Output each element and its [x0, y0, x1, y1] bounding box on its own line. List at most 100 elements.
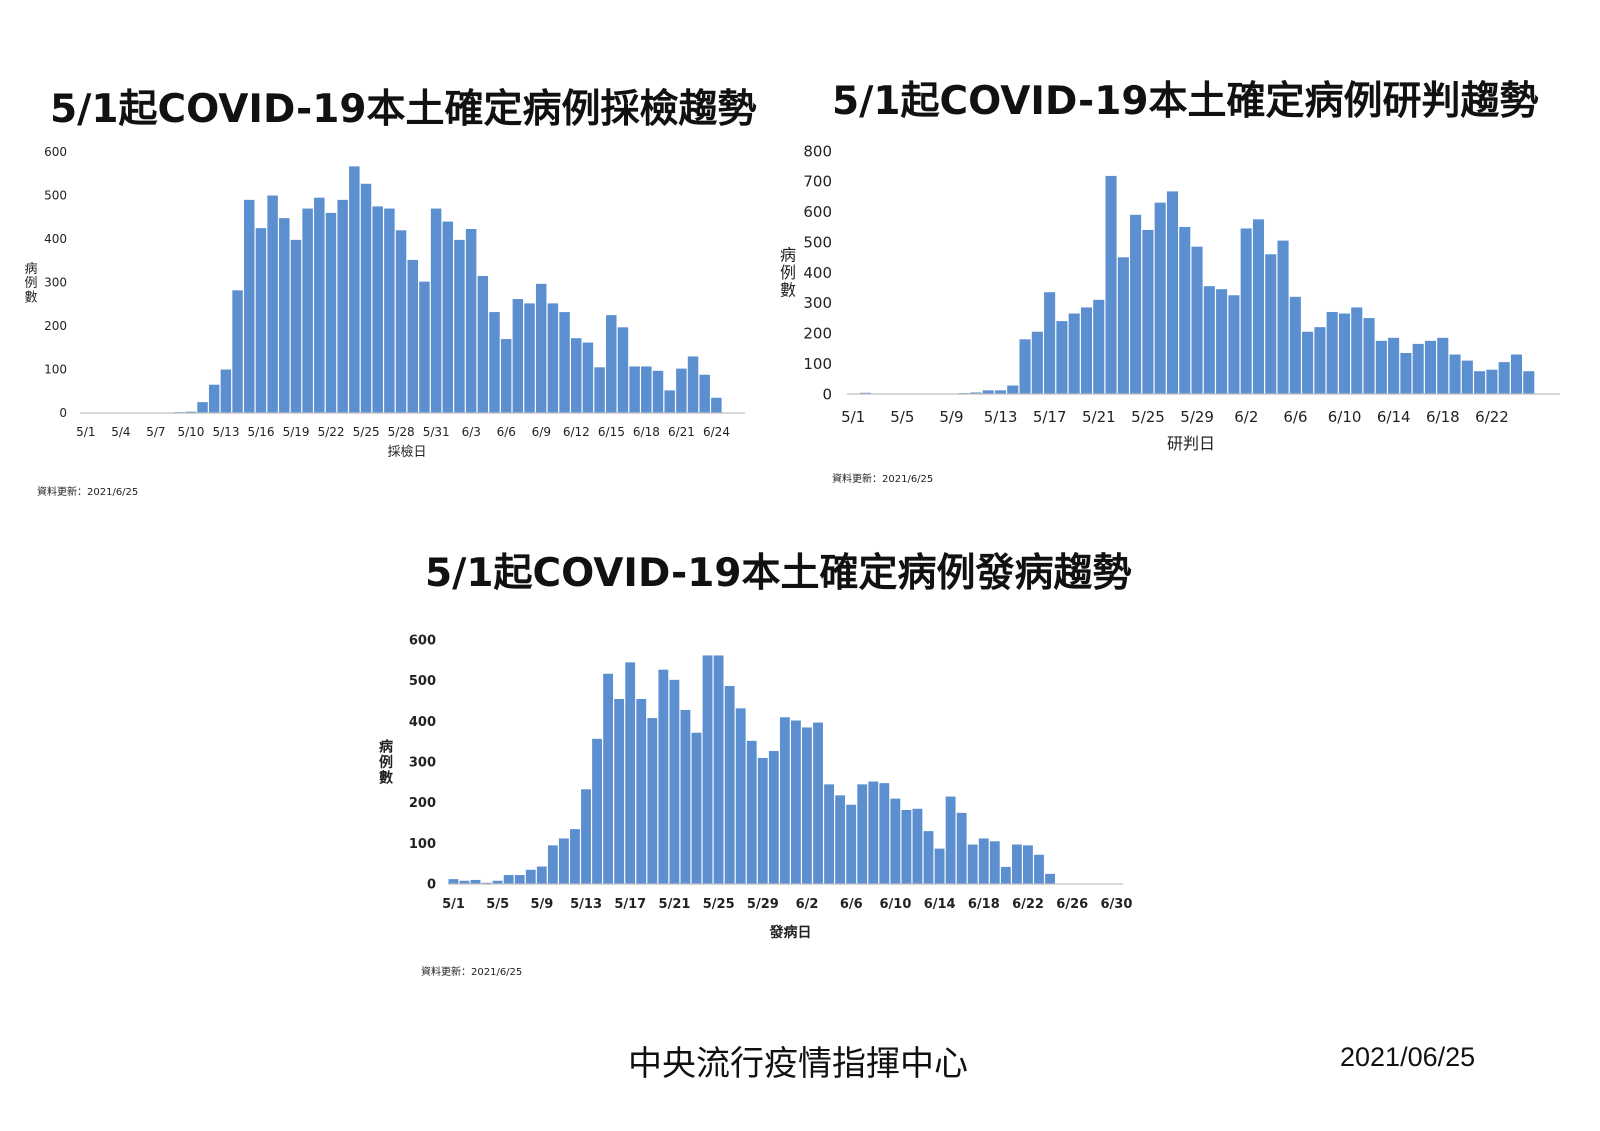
- bar-6-21: [1474, 371, 1486, 394]
- y-tick-label: 500: [44, 189, 67, 203]
- bar-6-24: [711, 397, 722, 413]
- bar-6-15: [1400, 352, 1412, 394]
- y-tick-label: 600: [409, 634, 436, 649]
- y-tick-label: 600: [803, 203, 832, 221]
- bar-5-22: [680, 709, 691, 884]
- x-tick-label: 5/25: [703, 897, 735, 912]
- y-tick-label: 300: [803, 294, 832, 312]
- bar-5-14: [592, 738, 602, 884]
- bar-6-15: [945, 796, 956, 884]
- bar-5-10: [185, 411, 197, 413]
- x-tick-label: 5/17: [614, 897, 646, 912]
- bar-5-19: [1068, 313, 1080, 394]
- x-tick-label: 6/24: [703, 425, 730, 439]
- bar-5-30: [768, 751, 779, 884]
- x-tick-label: 5/17: [1033, 408, 1067, 426]
- bar-5-23: [1117, 257, 1129, 394]
- bar-6-19: [989, 841, 1000, 884]
- x-axis-label: 採檢日: [387, 444, 426, 460]
- x-tick-label: 5/13: [984, 408, 1018, 426]
- bar-6-10: [1338, 313, 1351, 394]
- bar-6-3: [465, 229, 477, 413]
- bar-5-23: [337, 199, 348, 413]
- x-tick-label: 5/5: [890, 408, 914, 426]
- y-tick-label: 200: [409, 796, 436, 811]
- bar-6-24: [1045, 873, 1055, 884]
- x-tick-label: 5/13: [213, 425, 240, 439]
- bar-5-9: [536, 866, 547, 884]
- bar-6-3: [1252, 219, 1265, 394]
- x-tick-label: 6/10: [880, 897, 912, 912]
- bar-6-6: [500, 339, 512, 413]
- bar-5-14: [232, 290, 243, 413]
- x-tick-label: 6/18: [968, 897, 1000, 912]
- x-tick-label: 5/21: [659, 897, 691, 912]
- y-axis-label: 病例數: [379, 739, 393, 787]
- y-tick-label: 700: [803, 173, 832, 191]
- y-tick-label: 200: [44, 319, 67, 333]
- x-tick-label: 5/16: [248, 425, 275, 439]
- bar-6-7: [512, 299, 524, 413]
- y-tick-label: 500: [409, 674, 436, 689]
- bar-5-14: [1007, 385, 1019, 394]
- bar-6-9: [535, 283, 547, 413]
- bar-6-23: [1034, 854, 1044, 884]
- x-tick-label: 6/18: [1426, 408, 1460, 426]
- bar-5-6: [503, 875, 514, 884]
- bar-5-29: [407, 259, 418, 413]
- bar-5-26: [724, 685, 735, 884]
- bar-6-23: [1498, 362, 1510, 394]
- bar-6-22: [1486, 369, 1498, 394]
- y-axis-label: 病例數: [780, 246, 796, 300]
- bar-5-20: [302, 208, 313, 413]
- bar-5-27: [1166, 191, 1179, 394]
- bar-5-29: [1191, 246, 1203, 394]
- bar-5-16: [255, 228, 267, 414]
- y-tick-label: 0: [822, 385, 832, 403]
- y-tick-label: 500: [803, 233, 832, 251]
- bar-5-12: [208, 384, 220, 413]
- bar-6-19: [652, 370, 664, 413]
- x-tick-label: 5/31: [423, 425, 450, 439]
- bar-5-19: [290, 239, 302, 413]
- bar-5-20: [1080, 307, 1093, 394]
- bar-5-15: [1019, 339, 1031, 394]
- y-tick-label: 400: [409, 715, 436, 730]
- bar-5-3: [470, 879, 481, 884]
- bar-5-26: [372, 206, 383, 414]
- bar-6-18: [641, 366, 652, 413]
- x-tick-label: 5/9: [530, 897, 553, 912]
- bar-5-17: [625, 662, 636, 884]
- y-tick-label: 300: [409, 756, 436, 771]
- update-note-sampling: 資料更新：2021/6/25: [37, 487, 139, 498]
- bar-5-10: [547, 845, 558, 884]
- x-tick-label: 5/28: [388, 425, 415, 439]
- update-note-onset: 資料更新：2021/6/25: [421, 967, 523, 978]
- y-tick-label: 400: [44, 232, 67, 246]
- bar-6-13: [923, 831, 934, 884]
- x-tick-label: 5/22: [318, 425, 345, 439]
- x-tick-label: 6/22: [1475, 408, 1509, 426]
- bar-6-19: [1449, 354, 1461, 394]
- x-tick-label: 6/2: [796, 897, 819, 912]
- bar-6-2: [1240, 228, 1252, 394]
- bar-5-2: [459, 880, 470, 884]
- bar-5-2: [859, 392, 871, 394]
- bar-6-16: [956, 812, 967, 884]
- x-tick-label: 5/25: [1131, 408, 1165, 426]
- bar-5-12: [570, 829, 580, 884]
- bar-6-23: [699, 374, 710, 413]
- x-tick-label: 6/14: [1377, 408, 1411, 426]
- chart-title-sampling: 5/1起COVID-19本土確定病例採檢趨勢: [50, 87, 757, 132]
- bar-5-12: [982, 390, 994, 394]
- x-tick-label: 5/1: [442, 897, 465, 912]
- bar-6-2: [802, 727, 812, 884]
- bar-6-25: [1523, 371, 1535, 394]
- bar-5-29: [757, 757, 768, 884]
- bar-6-2: [454, 239, 465, 413]
- bar-6-20: [1000, 866, 1011, 884]
- update-note-diagnosis: 資料更新：2021/6/25: [832, 474, 934, 485]
- bar-5-17: [1044, 292, 1056, 394]
- bar-6-6: [1289, 296, 1301, 394]
- y-tick-label: 800: [803, 142, 832, 160]
